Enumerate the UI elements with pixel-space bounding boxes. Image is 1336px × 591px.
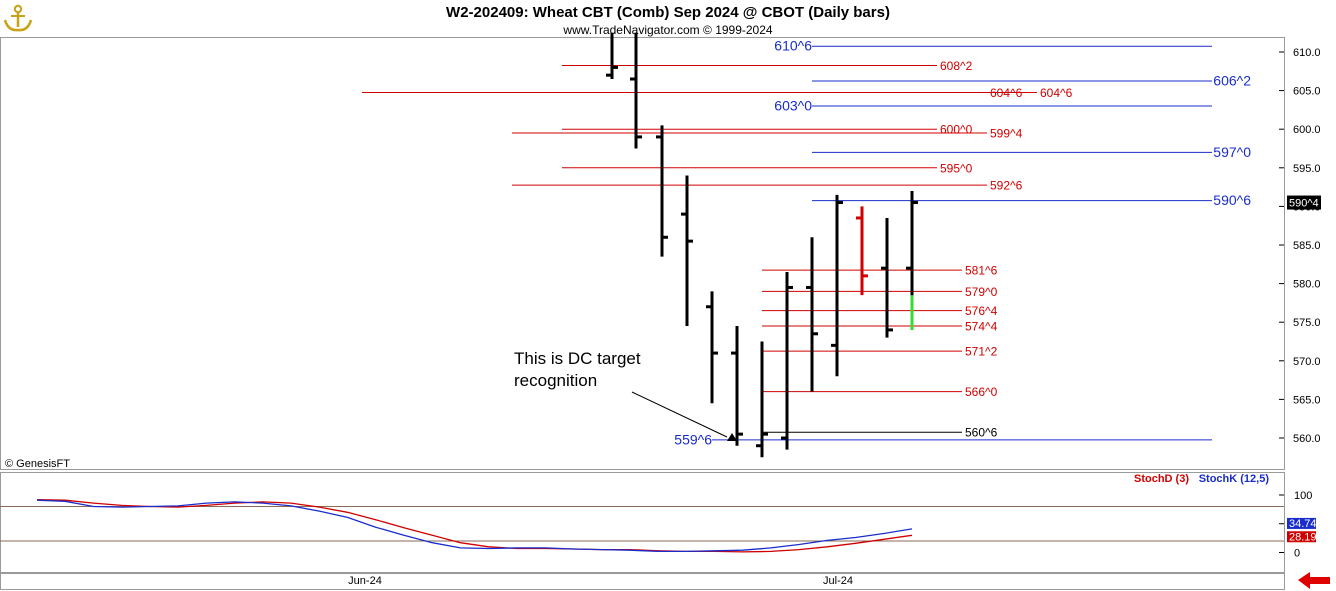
level-label: 576^4 <box>965 304 998 318</box>
y-tick-label: 565.0 <box>1293 394 1321 406</box>
ohlc-bar <box>881 217 893 338</box>
level-label: 571^2 <box>965 345 998 359</box>
chart-title: W2-202409: Wheat CBT (Comb) Sep 2024 @ C… <box>446 4 890 21</box>
ohlc-bar <box>606 32 618 80</box>
last-price-label: 590^4 <box>1289 198 1319 210</box>
level-label: 592^6 <box>990 179 1023 193</box>
ohlc-bar <box>856 206 868 296</box>
ohlc-bar <box>756 341 768 458</box>
ohlc-bar <box>806 237 818 392</box>
level-label: 597^0 <box>1213 144 1251 160</box>
level-label: 559^6 <box>674 431 712 447</box>
x-tick-label: Jun-24 <box>348 575 382 587</box>
annotation-line-1: This is DC target <box>514 349 641 368</box>
annotation-triangle-icon <box>727 433 737 441</box>
level-label: 608^2 <box>940 59 973 73</box>
level-label: 581^6 <box>965 264 998 278</box>
ohlc-bar <box>681 175 693 327</box>
stochk-last-box <box>1287 517 1316 529</box>
x-tick-label: Jul-24 <box>823 575 853 587</box>
chart-subtitle: www.TradeNavigator.com © 1999-2024 <box>562 23 772 37</box>
y-tick-label: 100 <box>1294 490 1312 502</box>
level-label: 579^0 <box>965 285 998 299</box>
level-label: 574^4 <box>965 320 998 334</box>
level-label: 595^0 <box>940 161 973 175</box>
ohlc-bar <box>630 32 642 149</box>
last-price-box <box>1287 195 1321 210</box>
ohlc-bar <box>706 291 718 404</box>
header-bar <box>0 0 1336 37</box>
stochd-last-box <box>1287 531 1316 543</box>
y-tick-label: 0 <box>1294 548 1300 560</box>
annotation-line-2: recognition <box>514 371 597 390</box>
copyright-label: © GenesisFT <box>5 458 70 470</box>
stoch-series-line <box>36 498 913 553</box>
y-tick-label: 595.0 <box>1293 163 1321 175</box>
time-axis <box>0 573 1285 590</box>
stochd-last-label: 28.19 <box>1289 531 1317 543</box>
y-tick-label: 600.0 <box>1293 124 1321 136</box>
red-left-arrow-icon[interactable] <box>1298 572 1330 589</box>
ohlc-bar <box>731 326 743 446</box>
price-panel <box>0 37 1285 470</box>
y-tick-label: 580.0 <box>1293 279 1321 291</box>
level-label: 590^6 <box>1213 192 1251 208</box>
legend-stochd: StochD (3) <box>1134 473 1189 485</box>
legend-stochk: StochK (12,5) <box>1199 473 1270 485</box>
ohlc-bar <box>831 194 843 377</box>
y-tick-label: 605.0 <box>1293 86 1321 98</box>
y-tick-label: 560.0 <box>1293 433 1321 445</box>
level-label: 600^0 <box>940 123 973 137</box>
level-label: 610^6 <box>774 38 812 54</box>
ohlc-bar <box>781 272 793 450</box>
level-label: 599^4 <box>990 127 1023 141</box>
price-bars: 590^4 <box>606 32 1321 458</box>
stochk-last-label: 34.74 <box>1289 518 1317 530</box>
level-label: 566^0 <box>965 385 998 399</box>
stoch-panel <box>0 472 1285 573</box>
level-label: 606^2 <box>1213 72 1251 88</box>
level-label: 603^0 <box>774 98 812 114</box>
price-axis: 560.0565.0570.0575.0580.0585.0590.0595.0… <box>1279 47 1321 445</box>
y-tick-label: 570.0 <box>1293 356 1321 368</box>
level-label: 604^6 <box>1040 86 1073 100</box>
ohlc-bar <box>656 125 668 257</box>
stoch-series-line <box>36 499 913 553</box>
anchor-icon[interactable] <box>3 4 33 32</box>
level-label: 560^6 <box>965 426 998 440</box>
y-tick-label: 610.0 <box>1293 47 1321 59</box>
y-tick-label: 585.0 <box>1293 240 1321 252</box>
y-tick-label: 575.0 <box>1293 317 1321 329</box>
annotation-arrow <box>631 391 728 438</box>
